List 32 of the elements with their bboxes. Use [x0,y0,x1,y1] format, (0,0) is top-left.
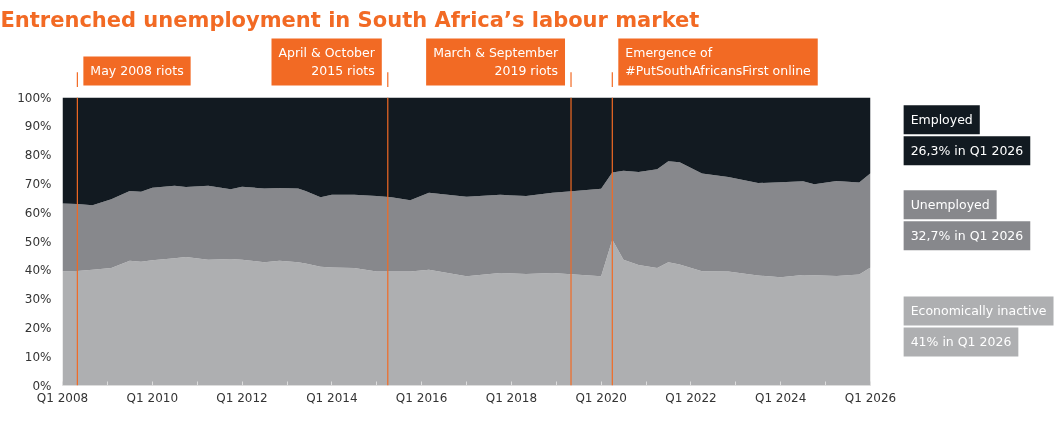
y-tick-label: 30% [24,292,52,307]
x-tick-label: Q1 2026 [844,390,897,405]
x-tick-label: Q1 2016 [395,390,448,405]
y-tick-label: 100% [17,90,52,105]
y-tick-label: 50% [24,234,52,249]
ref-line-label: April & October 2015 riots [278,45,376,79]
text: Economically inactive [910,303,1047,319]
y-tick-label: 60% [24,205,52,220]
x-tick-label: Q1 2010 [126,390,179,405]
text: 41% in Q1 2026 [910,334,1012,350]
y-tick-label: 10% [24,349,52,364]
x-tick-label: Q1 2008 [36,390,89,405]
text: Employed [910,112,973,128]
text: Unemployed [910,197,990,213]
x-tick-label: Q1 2024 [754,390,807,405]
x-tick-label: Q1 2012 [216,390,268,405]
ref-line-label: Emergence of #PutSouthAfricansFirst online [625,45,812,79]
x-tick-label: Q1 2014 [306,390,358,405]
y-tick-label: 0% [32,378,52,393]
x-tick-label: Q1 2018 [485,390,538,405]
y-tick-label: 70% [24,176,52,191]
y-tick-label: 20% [24,320,52,335]
text: 26,3% in Q1 2026 [910,143,1024,159]
y-tick-label: 80% [24,148,52,163]
x-tick-label: Q1 2020 [575,390,627,405]
chart-title: Entrenched unemployment in South Africa’s labour market [0,7,700,32]
text: 32,7% in Q1 2026 [910,228,1024,244]
y-tick-label: 40% [24,263,52,278]
y-tick-label: 90% [24,119,52,134]
ref-line-label: May 2008 riots [90,63,184,79]
ref-line-label: March & September 2019 riots [433,45,559,79]
x-tick-label: Q1 2022 [665,390,717,405]
